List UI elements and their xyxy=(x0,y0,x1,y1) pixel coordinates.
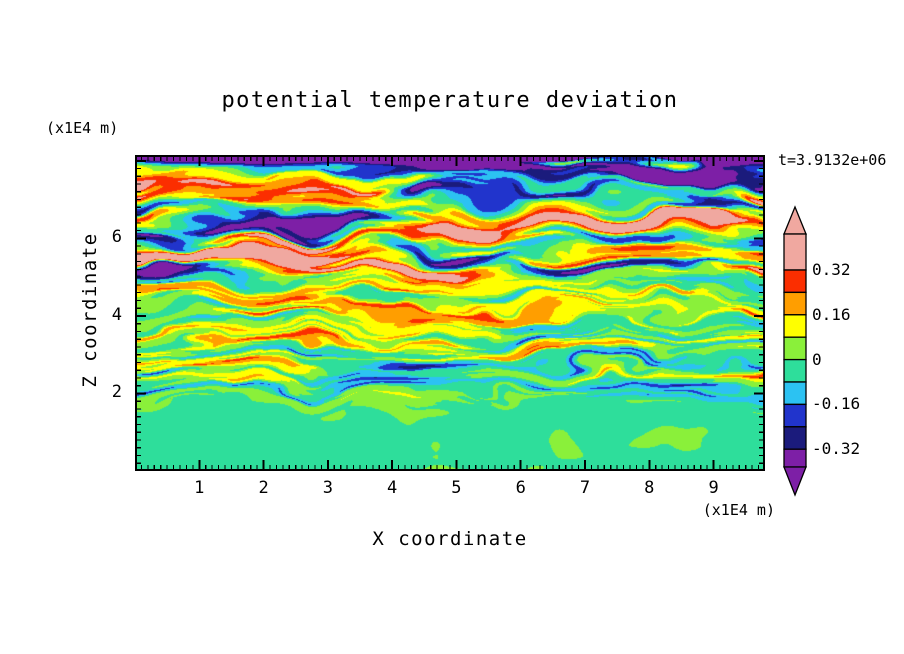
plot-frame-and-ticks xyxy=(135,155,765,471)
chart-title: potential temperature deviation xyxy=(221,88,679,113)
x-axis-tick-label: 9 xyxy=(708,478,719,498)
colorbar xyxy=(783,205,807,497)
colorbar-tick-label: -0.16 xyxy=(812,394,861,414)
x-axis-tick-label: 6 xyxy=(515,478,526,498)
x-axis-tick-label: 2 xyxy=(258,478,269,498)
colorbar-tick-label: 0 xyxy=(812,349,822,369)
z-axis-unit-label: (x1E4 m) xyxy=(46,119,119,137)
z-axis-tick-label: 2 xyxy=(111,382,122,403)
colorbar-tick-label: -0.32 xyxy=(812,439,861,459)
x-axis-unit-label: (x1E4 m) xyxy=(702,501,775,519)
x-axis-title: X coordinate xyxy=(372,528,528,550)
colorbar-tick-label: 0.32 xyxy=(812,260,851,279)
x-axis-tick-label: 7 xyxy=(579,478,591,498)
heatmap-plot xyxy=(135,155,765,471)
x-axis-tick-label: 5 xyxy=(451,478,462,498)
z-axis-tick-label: 4 xyxy=(111,304,122,325)
x-axis-tick-label: 1 xyxy=(194,478,205,498)
heatmap-canvas xyxy=(135,155,765,471)
z-axis-tick-label: 6 xyxy=(111,227,122,248)
time-annotation: t=3.9132e+06 xyxy=(778,151,887,169)
x-axis-tick-label: 4 xyxy=(387,478,398,498)
x-axis-tick-label: 3 xyxy=(322,478,333,498)
colorbar-tick-label: 0.16 xyxy=(812,304,851,324)
x-axis-tick-label: 8 xyxy=(644,478,655,498)
